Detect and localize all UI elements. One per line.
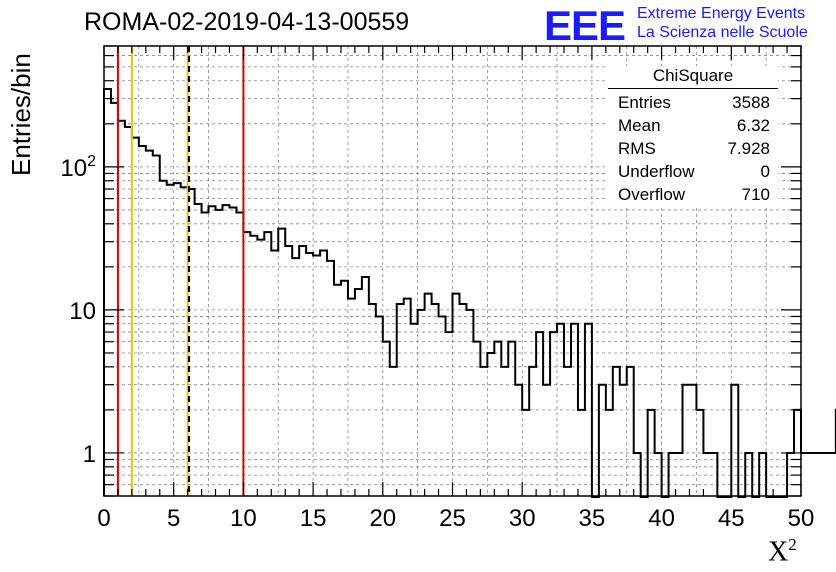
logo-text-line2: La Scienza nelle Scuole: [637, 24, 808, 41]
tick-labels: 0 5 10 15 20 25 30 35 40 45 50 1 10 102: [60, 153, 814, 532]
histogram-bar: [125, 127, 132, 496]
histogram-bar: [494, 342, 501, 496]
histogram-bar: [404, 299, 411, 496]
histogram-bar: [118, 121, 125, 496]
histogram-bar: [543, 385, 550, 496]
histogram-bar: [480, 367, 487, 496]
histogram-bar: [285, 246, 292, 496]
histogram-bar: [104, 89, 111, 496]
stats-title: ChiSquare: [608, 66, 778, 89]
histogram-bar: [822, 453, 829, 496]
histogram-bar: [620, 385, 627, 496]
x-tick-label: 30: [509, 505, 536, 532]
histogram-bar: [683, 385, 690, 496]
x-tick-label: 10: [230, 505, 257, 532]
histogram-bar: [167, 185, 174, 496]
histogram-bar: [689, 385, 696, 496]
histogram-bar: [473, 342, 480, 496]
histogram-bar: [327, 261, 334, 496]
histogram-bar: [564, 367, 571, 496]
histogram-bar: [515, 385, 522, 496]
stats-row: Overflow 710: [618, 185, 770, 204]
x-axis-label: X2: [768, 535, 797, 568]
stats-row: RMS 7.928: [618, 139, 770, 158]
threshold-lines: [116, 46, 245, 496]
x-tick-label: 25: [439, 505, 466, 532]
histogram-bar: [487, 353, 494, 496]
histogram-bar: [536, 332, 543, 496]
histogram-bar: [160, 181, 167, 496]
histogram-bar: [341, 281, 348, 496]
x-tick-label: 20: [369, 505, 396, 532]
histogram-bar: [550, 332, 557, 496]
x-tick-label: 15: [300, 505, 327, 532]
histogram-bar: [383, 342, 390, 496]
stats-row: Entries 3588: [618, 93, 770, 112]
histogram-bar: [599, 385, 606, 496]
histogram-bar: [257, 240, 264, 496]
histogram-bar: [299, 246, 306, 496]
histogram-bar: [613, 367, 620, 496]
y-axis-label: Entries/bin: [6, 53, 36, 176]
histogram-bar: [250, 236, 257, 496]
histogram-bar: [376, 316, 383, 496]
histogram-bar: [264, 232, 271, 496]
histogram-bar: [446, 332, 453, 496]
histogram-bar: [731, 385, 738, 496]
histogram-bar: [829, 453, 836, 496]
histogram-bar: [313, 256, 320, 496]
stats-row: Underflow 0: [618, 162, 770, 181]
histogram-bar: [153, 156, 160, 496]
histogram-bar: [146, 151, 153, 496]
histogram-bar: [278, 229, 285, 496]
x-tick-label: 5: [167, 505, 180, 532]
histogram-bar: [243, 232, 250, 496]
histogram-bar: [815, 453, 822, 496]
histogram-bar: [529, 367, 536, 496]
chart-title: ROMA-02-2019-04-13-00559: [84, 8, 410, 36]
stats-box: ChiSquare Entries 3588 Mean 6.32 RMS 7.928 …: [608, 66, 778, 206]
histogram-bar: [174, 183, 181, 496]
histogram-outline: [103, 88, 836, 498]
y-tick-label: 1: [83, 441, 96, 468]
histogram-bar: [236, 212, 243, 496]
histogram-bar: [355, 289, 362, 496]
logo-text-line1: Extreme Energy Events: [637, 5, 806, 22]
histogram-bar: [627, 367, 634, 496]
eee-logo: EEE: [544, 2, 626, 49]
histogram-bar: [418, 310, 425, 496]
x-tick-label: 35: [579, 505, 606, 532]
histogram-bar: [390, 367, 397, 496]
y-tick-label: 10: [69, 298, 96, 325]
x-tick-label: 50: [788, 505, 815, 532]
histogram-bar: [801, 453, 808, 496]
histogram-bar: [292, 258, 299, 496]
y-tick-label: 102: [60, 153, 96, 182]
histogram-bar: [501, 367, 508, 496]
histogram-bar: [195, 204, 202, 496]
histogram-bar: [808, 453, 815, 496]
histogram-bar: [222, 205, 229, 496]
histogram-bar: [439, 316, 446, 496]
histogram-bars: [103, 88, 836, 498]
x-tick-label: 40: [648, 505, 675, 532]
x-tick-label: 0: [97, 505, 110, 532]
x-tick-label: 45: [718, 505, 745, 532]
histogram-bar: [202, 212, 209, 496]
histogram-bar: [111, 103, 118, 496]
histogram-bar: [508, 342, 515, 496]
histogram-bar: [466, 310, 473, 496]
tick-marks: [103, 45, 802, 497]
histogram-bar: [348, 299, 355, 496]
stats-row: Mean 6.32: [618, 116, 770, 135]
